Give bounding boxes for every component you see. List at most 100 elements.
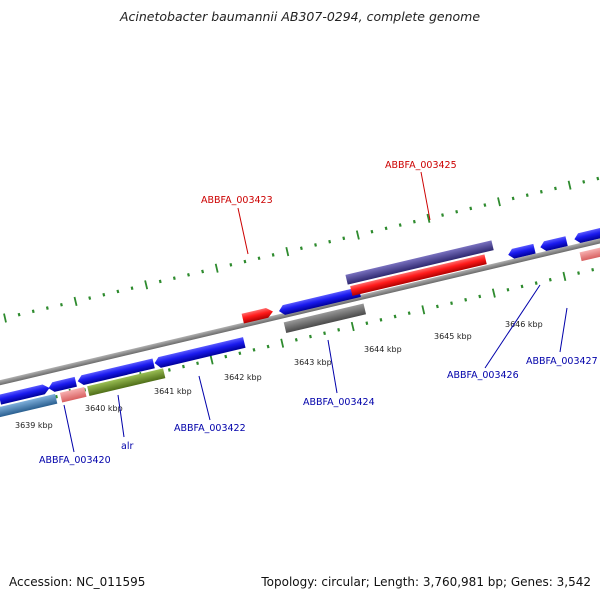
backbone-track-tick bbox=[309, 334, 312, 339]
forward-track-tick bbox=[102, 292, 106, 297]
gene-forward-small-1[interactable] bbox=[47, 376, 77, 393]
forward-track-tick bbox=[398, 223, 402, 227]
gene-features bbox=[0, 225, 600, 418]
forward-track-tick bbox=[539, 189, 543, 194]
forward-track-tick bbox=[17, 312, 21, 317]
backbone-track-tick bbox=[435, 304, 439, 309]
backbone-track-tick bbox=[520, 284, 524, 289]
backbone-track-tick bbox=[196, 361, 199, 366]
label-ABBFA_003423[interactable]: ABBFA_003423 bbox=[201, 195, 273, 206]
backbone-track-tick bbox=[209, 355, 214, 365]
forward-track-tick bbox=[355, 230, 360, 240]
forward-track-tick bbox=[158, 279, 162, 284]
gene-forward-ABBFA_003424[interactable] bbox=[278, 287, 361, 316]
backbone-track-tick bbox=[534, 281, 538, 285]
forward-track-tick bbox=[554, 186, 557, 191]
tick-label: 3643 kbp bbox=[294, 358, 332, 367]
backbone-track-tick bbox=[323, 331, 326, 336]
forward-track-tick bbox=[596, 176, 600, 181]
label-ABBFA_003424[interactable]: ABBFA_003424 bbox=[303, 397, 375, 408]
backbone-track-tick bbox=[167, 368, 171, 372]
backbone-track-tick bbox=[55, 394, 58, 399]
tick-label: 3646 kbp bbox=[505, 320, 543, 329]
backbone-track-tick bbox=[280, 338, 285, 348]
forward-track-tick bbox=[144, 280, 149, 290]
forward-track-tick bbox=[201, 269, 205, 274]
forward-track-tick bbox=[314, 243, 317, 247]
label-ABBFA_003427[interactable]: ABBFA_003427 bbox=[526, 356, 598, 367]
forward-track-tick bbox=[3, 313, 7, 323]
label-ABBFA_003420[interactable]: ABBFA_003420 bbox=[39, 455, 111, 466]
forward-track-tick bbox=[214, 263, 219, 273]
backbone-track-tick bbox=[393, 314, 397, 319]
backbone-track-tick bbox=[224, 354, 228, 359]
genome-summary-text: Topology: circular; Length: 3,760,981 bp… bbox=[261, 575, 591, 589]
backbone-track-tick bbox=[450, 301, 453, 305]
forward-track-tick bbox=[525, 193, 529, 197]
gene-forward-red-ABBFA_003425[interactable] bbox=[350, 254, 487, 296]
forward-track-tick bbox=[88, 296, 92, 300]
backbone-track-tick bbox=[350, 321, 355, 332]
map-title: Acinetobacter baumannii AB307-0294, comp… bbox=[119, 9, 481, 24]
backbone-track-tick bbox=[478, 294, 482, 299]
forward-track-tick bbox=[31, 309, 35, 314]
forward-track-tick bbox=[60, 302, 63, 307]
forward-track-tick bbox=[73, 296, 78, 307]
forward-track-tick bbox=[469, 206, 473, 211]
forward-track-tick bbox=[497, 197, 501, 207]
gene-labels: ABBFA_003420 alr ABBFA_003422 ABBFA_0034… bbox=[39, 160, 598, 466]
tick-label: 3641 kbp bbox=[154, 387, 192, 396]
backbone-track-tick bbox=[238, 351, 242, 356]
gene-forward-left-1[interactable] bbox=[0, 383, 51, 405]
forward-track-tick bbox=[285, 247, 290, 257]
backbone-track-tick bbox=[266, 344, 270, 349]
gene-forward-ABBFA_003427-a[interactable] bbox=[539, 236, 568, 252]
forward-track-tick bbox=[342, 236, 346, 241]
tick-label: 3640 kbp bbox=[85, 404, 123, 413]
gene-reverse-pink-right[interactable] bbox=[579, 243, 600, 262]
forward-track-tick bbox=[130, 286, 134, 290]
label-ABBFA_003426[interactable]: ABBFA_003426 bbox=[447, 370, 519, 381]
forward-track-tick bbox=[441, 213, 444, 217]
gene-reverse-slate[interactable] bbox=[0, 393, 58, 418]
forward-strand-ticks bbox=[3, 176, 600, 323]
backbone-track-tick bbox=[591, 267, 595, 272]
forward-track-tick bbox=[412, 219, 416, 224]
gene-forward-2[interactable] bbox=[77, 358, 155, 387]
forward-track-tick bbox=[299, 246, 303, 251]
backbone-track-tick bbox=[337, 328, 341, 332]
backbone-track-tick bbox=[506, 287, 510, 292]
forward-track-tick bbox=[426, 213, 431, 223]
gene-forward-ABBFA_003426[interactable] bbox=[507, 243, 536, 260]
gene-reverse-pink[interactable] bbox=[59, 386, 87, 403]
gene-forward-purple-ABBFA_003425[interactable] bbox=[345, 240, 494, 285]
label-ABBFA_003422[interactable]: ABBFA_003422 bbox=[174, 423, 246, 434]
forward-track-tick bbox=[384, 226, 388, 231]
gene-forward-ABBFA_003427-b[interactable] bbox=[573, 225, 600, 244]
forward-track-tick bbox=[116, 289, 120, 294]
backbone-track-tick bbox=[252, 348, 256, 352]
backbone-track-tick bbox=[577, 271, 580, 275]
backbone-track-tick bbox=[491, 288, 496, 298]
forward-track-tick bbox=[243, 259, 247, 264]
forward-track-tick bbox=[328, 239, 332, 244]
forward-track-tick bbox=[567, 180, 572, 190]
tick-label: 3639 kbp bbox=[15, 421, 53, 430]
label-ABBFA_003425[interactable]: ABBFA_003425 bbox=[385, 160, 457, 171]
gene-forward-red-small[interactable] bbox=[241, 307, 274, 324]
backbone-track-tick bbox=[421, 305, 426, 315]
gene-reverse-gray-ABBFA_003424[interactable] bbox=[283, 303, 367, 334]
gene-reverse-olive-alr[interactable] bbox=[87, 368, 166, 397]
backbone-track-tick bbox=[548, 277, 552, 282]
tick-label: 3642 kbp bbox=[224, 373, 262, 382]
gene-forward-3[interactable] bbox=[153, 337, 246, 369]
forward-track-tick bbox=[370, 229, 374, 234]
forward-track-tick bbox=[172, 276, 176, 280]
backbone-track-tick bbox=[562, 271, 567, 281]
label-alr[interactable]: alr bbox=[121, 441, 133, 452]
backbone-track-tick bbox=[182, 364, 185, 369]
forward-track-tick bbox=[229, 263, 233, 267]
backbone-axis bbox=[0, 207, 600, 411]
backbone-track-tick bbox=[407, 311, 411, 315]
